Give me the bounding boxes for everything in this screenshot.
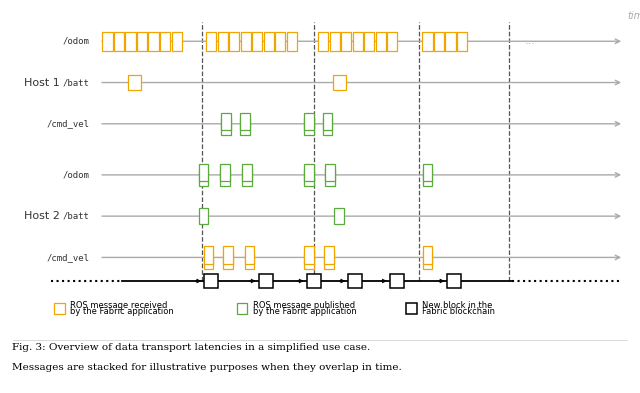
Bar [125, 32, 136, 51]
Bar [457, 32, 467, 51]
Bar [305, 112, 314, 130]
Bar [423, 246, 433, 264]
Bar [287, 32, 297, 51]
Bar [387, 32, 397, 51]
Bar [198, 208, 209, 224]
Bar [305, 163, 314, 181]
Text: /odom: /odom [63, 171, 90, 179]
Bar [364, 32, 374, 51]
Bar [204, 274, 218, 288]
Text: New block in the: New block in the [422, 301, 493, 310]
Bar [390, 274, 404, 288]
Bar [237, 303, 247, 314]
Bar [447, 274, 461, 288]
Bar [323, 112, 333, 130]
Text: /batt: /batt [63, 212, 90, 220]
Bar [148, 32, 159, 51]
Bar [434, 32, 444, 51]
Text: ROS message received: ROS message received [70, 301, 168, 310]
Bar [223, 246, 233, 264]
Bar [422, 32, 433, 51]
Text: time: time [627, 11, 640, 21]
Text: by the Fabric application: by the Fabric application [253, 307, 356, 316]
Bar [318, 32, 328, 51]
Bar [333, 75, 346, 90]
Bar [220, 163, 230, 181]
Bar [114, 32, 124, 51]
Bar [241, 32, 251, 51]
Text: /batt: /batt [63, 78, 90, 87]
Bar [348, 274, 362, 288]
Bar [353, 32, 363, 51]
Bar [218, 32, 228, 51]
Bar [229, 32, 239, 51]
Bar [198, 163, 209, 181]
Bar [102, 32, 113, 51]
Bar [406, 303, 417, 314]
Text: /cmd_vel: /cmd_vel [47, 119, 90, 128]
Bar [324, 246, 334, 264]
Bar [204, 252, 214, 269]
Bar [160, 32, 170, 51]
Bar [220, 169, 230, 186]
Bar [198, 169, 209, 186]
Text: /cmd_vel: /cmd_vel [47, 253, 90, 262]
Bar [335, 208, 344, 224]
Bar [221, 112, 230, 130]
Bar [305, 118, 314, 135]
Bar [305, 169, 314, 186]
Bar [264, 32, 274, 51]
Bar [445, 32, 456, 51]
Bar [376, 32, 386, 51]
Bar [245, 252, 255, 269]
Bar [326, 169, 335, 186]
Bar [221, 118, 230, 135]
Bar [206, 32, 216, 51]
Text: Host 1: Host 1 [24, 77, 60, 88]
Bar [54, 303, 65, 314]
Text: Host 2: Host 2 [24, 211, 60, 221]
Bar [423, 169, 433, 186]
Bar [243, 163, 252, 181]
Bar [259, 274, 273, 288]
Text: ROS message published: ROS message published [253, 301, 355, 310]
Bar [172, 32, 182, 51]
Bar [137, 32, 147, 51]
Bar [423, 252, 433, 269]
Bar [341, 32, 351, 51]
Text: Fabric blockchain: Fabric blockchain [422, 307, 495, 316]
Bar [128, 75, 141, 90]
Bar [241, 112, 250, 130]
Bar [243, 169, 252, 186]
Bar [305, 252, 314, 269]
Bar [275, 32, 285, 51]
Bar [326, 163, 335, 181]
Bar [241, 118, 250, 135]
Text: by the Fabric application: by the Fabric application [70, 307, 174, 316]
Bar [307, 274, 321, 288]
Bar [330, 32, 340, 51]
Bar [252, 32, 262, 51]
Bar [324, 252, 334, 269]
Bar [323, 118, 333, 135]
Bar [423, 163, 433, 181]
Bar [223, 252, 233, 269]
Text: ...: ... [525, 36, 536, 46]
Text: Messages are stacked for illustrative purposes when they overlap in time.: Messages are stacked for illustrative pu… [12, 363, 401, 372]
Text: Fig. 3: Overview of data transport latencies in a simplified use case.: Fig. 3: Overview of data transport laten… [12, 343, 370, 352]
Bar [305, 246, 314, 264]
Text: /odom: /odom [63, 37, 90, 46]
Bar [245, 246, 255, 264]
Bar [204, 246, 214, 264]
